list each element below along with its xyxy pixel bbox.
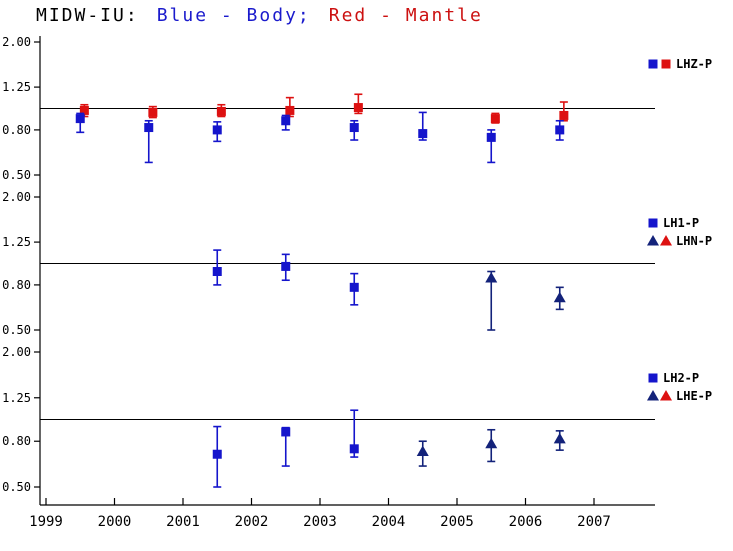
data-point: [485, 271, 498, 283]
title-body-label: Blue - Body;: [156, 5, 311, 26]
legend-marker: [648, 218, 658, 228]
data-point: [349, 444, 359, 454]
legend-marker: [648, 59, 658, 69]
y-tick-label: 1.25: [2, 80, 31, 94]
data-point: [559, 110, 569, 120]
legend-marker: [647, 235, 659, 246]
x-tick-label: 2005: [440, 514, 474, 530]
data-point: [486, 132, 496, 142]
x-tick-label: 2002: [235, 514, 269, 530]
x-tick-label: 2007: [577, 514, 611, 530]
legend-label: LHE-P: [676, 389, 712, 403]
data-point: [349, 282, 359, 292]
legend-marker: [648, 373, 658, 383]
title-station: MIDW-IU:: [36, 5, 139, 26]
data-point: [212, 449, 222, 459]
y-tick-label: 0.50: [2, 480, 31, 494]
data-point: [148, 107, 158, 117]
y-tick-label: 0.80: [2, 123, 31, 137]
data-point: [75, 114, 85, 124]
y-tick-label: 0.80: [2, 434, 31, 448]
x-tick-label: 2004: [372, 514, 406, 530]
y-tick-label: 2.00: [2, 190, 31, 204]
data-point: [490, 114, 500, 124]
x-tick-label: 2001: [166, 514, 200, 530]
data-point: [553, 291, 566, 303]
legend-label: LH1-P: [663, 216, 699, 230]
data-point: [416, 445, 429, 456]
y-tick-label: 1.25: [2, 235, 31, 249]
data-point: [553, 432, 566, 444]
data-point: [212, 125, 222, 135]
x-tick-label: 2006: [509, 514, 543, 530]
data-point: [349, 123, 359, 133]
x-tick-label: 2000: [98, 514, 132, 530]
data-point: [353, 103, 363, 113]
data-point: [418, 129, 428, 139]
legend-marker: [647, 390, 659, 401]
data-point: [285, 105, 295, 115]
y-tick-label: 0.50: [2, 323, 31, 337]
data-point: [216, 106, 226, 116]
y-tick-label: 2.00: [2, 345, 31, 359]
x-tick-label: 2003: [303, 514, 337, 530]
legend-label: LHZ-P: [676, 57, 712, 71]
data-point: [281, 427, 291, 437]
legend-label: LHN-P: [676, 234, 712, 248]
data-point: [555, 125, 565, 135]
legend-marker: [661, 59, 671, 69]
y-tick-label: 0.80: [2, 278, 31, 292]
legend-marker: [660, 390, 672, 401]
data-point: [144, 123, 154, 133]
data-point: [485, 437, 498, 449]
legend-label: LH2-P: [663, 371, 699, 385]
y-tick-label: 1.25: [2, 391, 31, 405]
x-tick-label: 1999: [29, 514, 63, 530]
legend-marker: [660, 235, 672, 246]
y-tick-label: 0.50: [2, 168, 31, 182]
data-point: [281, 261, 291, 271]
data-point: [79, 105, 89, 115]
title-mantle-label: Red - Mantle: [328, 5, 483, 26]
data-point: [281, 116, 291, 126]
chart-title: MIDW-IU: Blue - Body; Red - Mantle: [36, 5, 501, 26]
data-point: [212, 266, 222, 276]
y-tick-label: 2.00: [2, 35, 31, 49]
